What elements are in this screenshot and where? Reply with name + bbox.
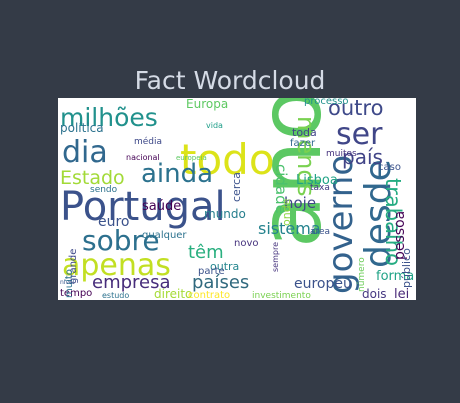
word-56: sempre xyxy=(271,242,280,272)
word-26: política xyxy=(60,121,104,135)
word-33: contrato xyxy=(188,290,230,300)
word-35: processo xyxy=(304,98,349,107)
word-46: média xyxy=(134,136,162,147)
word-61: número xyxy=(357,257,367,292)
word-4: governo xyxy=(321,155,361,294)
word-36: toda xyxy=(292,126,317,139)
word-60: nível xyxy=(60,279,75,286)
word-37: fazer xyxy=(290,138,316,149)
word-43: parte xyxy=(198,266,225,277)
word-27: Lisboa xyxy=(296,173,338,188)
word-8: ser xyxy=(336,117,383,152)
word-41: outra xyxy=(210,260,239,273)
word-45: estudo xyxy=(102,291,129,300)
word-59: muito xyxy=(64,269,75,298)
word-7: dia xyxy=(62,135,108,170)
word-19: sistema xyxy=(258,219,321,238)
word-16: empresa xyxy=(92,272,171,293)
word-23: mundo xyxy=(204,207,246,221)
word-0: ano xyxy=(241,98,341,248)
word-14: país xyxy=(342,145,383,169)
word-51: caso xyxy=(378,162,401,173)
word-40: qualquer xyxy=(142,230,187,241)
word-5: apenas xyxy=(62,248,171,283)
word-42: novo xyxy=(234,238,259,249)
word-3: desde xyxy=(358,159,399,268)
word-49: sendo xyxy=(90,185,118,195)
word-24: hoje xyxy=(284,194,316,212)
word-17: têm xyxy=(188,242,224,263)
wordcloud-image: ano todo Portugal desde governo apenas sobre di… xyxy=(58,98,416,300)
word-32: direito xyxy=(154,287,192,300)
word-11: menos xyxy=(292,116,320,197)
word-53: área xyxy=(310,227,330,237)
word-38: cerca xyxy=(230,172,243,202)
word-47: nacional xyxy=(126,153,160,162)
word-29: forma xyxy=(376,269,414,284)
word-39: grande xyxy=(68,249,79,284)
word-48: europeia xyxy=(176,154,207,162)
word-21: euro xyxy=(98,214,130,230)
word-44: tempo xyxy=(60,288,92,299)
word-6: sobre xyxy=(82,224,160,257)
chart-title: Fact Wordcloud xyxy=(134,66,326,95)
word-31: dois xyxy=(362,287,387,300)
word-34: investimento xyxy=(252,291,311,300)
word-55: vida xyxy=(206,121,223,130)
word-9: milhões xyxy=(60,103,158,132)
word-15: Estado xyxy=(60,167,125,189)
word-52: taxa xyxy=(310,183,330,193)
word-22: saúde xyxy=(142,199,181,214)
word-58: público xyxy=(400,248,413,288)
word-13: trabalho xyxy=(381,178,405,266)
word-18: países xyxy=(192,272,249,293)
word-12: outro xyxy=(328,98,383,120)
word-20: cidade xyxy=(272,164,290,214)
word-2: Portugal xyxy=(60,184,226,230)
word-50: muitos xyxy=(326,149,357,159)
word-54: Europa xyxy=(186,98,228,111)
word-10: ainda xyxy=(141,159,213,189)
word-57: onde xyxy=(280,198,293,226)
word-1: todo xyxy=(180,135,275,184)
word-28: pessoa xyxy=(392,211,408,260)
word-30: lei xyxy=(394,287,409,300)
word-25: europeu xyxy=(294,276,352,292)
